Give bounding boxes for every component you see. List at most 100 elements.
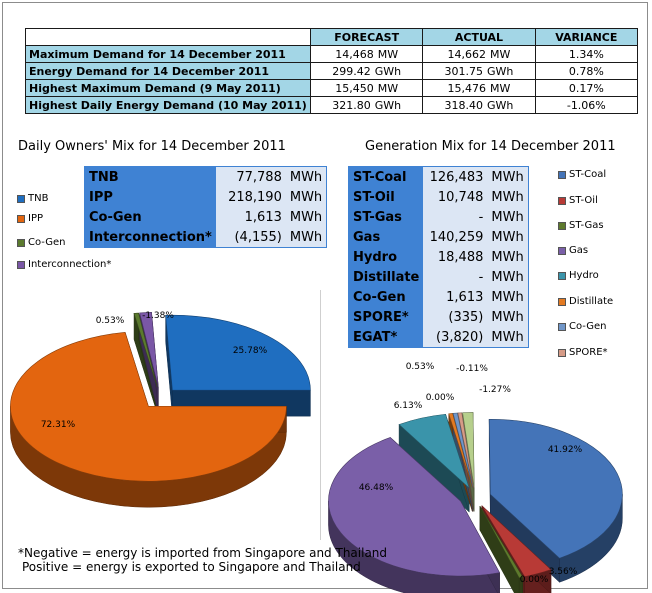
pie-slice-distillate — [448, 413, 473, 488]
generation-row: Distillate - MWh — [348, 267, 529, 287]
summary-row: Highest Daily Energy Demand (10 May 2011… — [25, 96, 639, 114]
summary-row-label: Maximum Demand for 14 December 2011 — [25, 45, 311, 63]
generation-row-value: 126,483 — [423, 166, 488, 187]
owners-row-value: 77,788 — [215, 166, 286, 187]
legend-swatch — [558, 297, 566, 306]
legend-label: Co-Gen — [569, 321, 607, 332]
owners-row-unit: MWh — [285, 207, 327, 227]
demand-summary-table: FORECAST ACTUAL VARIANCE Maximum Demand … — [25, 28, 639, 114]
owners-row-unit: MWh — [285, 166, 327, 187]
legend-label: Hydro — [569, 270, 599, 281]
owners-row-unit: MWh — [285, 187, 327, 207]
generation-row: EGAT* (3,820) MWh — [348, 327, 529, 348]
summary-variance-cell: 1.34% — [534, 45, 639, 63]
generation-row: Hydro 18,488 MWh — [348, 247, 529, 267]
summary-actual-cell: 15,476 MW — [422, 79, 536, 97]
summary-corner-cell — [25, 28, 311, 46]
owners-row-value: (4,155) — [215, 227, 286, 248]
actual-unit: GWh — [487, 64, 514, 78]
legend-label: IPP — [28, 213, 44, 224]
generation-row-value: 18,488 — [423, 247, 488, 267]
generation-row: ST-Coal 126,483 MWh — [348, 166, 529, 187]
summary-header-variance: VARIANCE — [534, 28, 639, 46]
pie-data-label: 46.48% — [359, 483, 394, 493]
owners-row-label: Co-Gen — [84, 207, 216, 227]
legend-label: ST-Oil — [569, 195, 598, 206]
legend-item-gas: Gas — [558, 245, 588, 256]
legend-label: ST-Gas — [569, 220, 604, 231]
summary-variance-cell: 0.78% — [534, 62, 639, 80]
legend-item-ipp: IPP — [17, 213, 43, 224]
forecast-unit: MW — [377, 81, 399, 95]
generation-row: Co-Gen 1,613 MWh — [348, 287, 529, 307]
generation-row: ST-Oil 10,748 MWh — [348, 187, 529, 207]
summary-actual-cell: 318.40 GWh — [422, 96, 536, 114]
summary-forecast-cell: 299.42 GWh — [309, 62, 424, 80]
pie-data-label: 0.53% — [96, 316, 125, 326]
pie-slice-co-gen — [452, 412, 474, 488]
legend-swatch — [558, 348, 566, 357]
legend-item-tnb: TNB — [17, 193, 48, 204]
generation-row-value: 140,259 — [423, 227, 488, 247]
generation-row-label: SPORE* — [348, 307, 424, 327]
pie-data-label: -1.38% — [142, 311, 174, 321]
generation-row-label: ST-Coal — [348, 166, 424, 187]
generation-row-value: (3,820) — [423, 327, 488, 348]
generation-row-unit: MWh — [487, 287, 529, 307]
pie-chart-2: 41.92%3.56%0.00%46.48%6.13%0.00%0.53% -0.… — [328, 362, 623, 593]
generation-row-label: ST-Oil — [348, 187, 424, 207]
forecast-value: 14,468 — [335, 47, 374, 61]
pie-data-label: -1.27% — [479, 385, 511, 395]
summary-variance-cell: -1.06% — [534, 96, 639, 114]
legend-item-st-oil: ST-Oil — [558, 195, 598, 206]
generation-row-value: - — [423, 207, 488, 227]
legend-label: ST-Coal — [569, 169, 607, 180]
generation-row-unit: MWh — [487, 207, 529, 227]
legend-item-st-gas: ST-Gas — [558, 220, 604, 231]
generation-row-label: Hydro — [348, 247, 424, 267]
generation-row-label: Gas — [348, 227, 424, 247]
pie-slice-ipp — [10, 332, 287, 482]
legend-item-co-gen: Co-Gen — [558, 321, 607, 332]
legend-label: TNB — [28, 193, 49, 204]
generation-row: Gas 140,259 MWh — [348, 227, 529, 247]
legend-item-st-coal: ST-Coal — [558, 169, 606, 180]
generation-row-label: Co-Gen — [348, 287, 424, 307]
summary-forecast-cell: 15,450 MW — [309, 79, 424, 97]
generation-row-value: 10,748 — [423, 187, 488, 207]
summary-row: Energy Demand for 14 December 2011 299.4… — [25, 62, 639, 80]
summary-forecast-cell: 14,468 MW — [309, 45, 424, 63]
pie-data-label: 3.56% — [549, 567, 578, 577]
pie-data-label: 0.53% — [406, 362, 435, 372]
pie-slice-st-oil — [481, 505, 552, 577]
owners-row: IPP 218,190 MWh — [84, 187, 327, 207]
pie-slice-spore- — [457, 412, 474, 488]
pie-slice-st-coal — [488, 419, 623, 559]
generation-row-unit: MWh — [487, 307, 529, 327]
owners-row-label: TNB — [84, 166, 216, 187]
pie-slice-interconnection- — [139, 312, 159, 388]
forecast-unit: GWh — [374, 98, 402, 112]
pie-data-label: 25.78% — [233, 346, 268, 356]
summary-header-actual: ACTUAL — [422, 28, 536, 46]
legend-label: Co-Gen — [28, 237, 66, 248]
generation-row: ST-Gas - MWh — [348, 207, 529, 227]
actual-value: 301.75 — [444, 64, 484, 78]
generation-row-label: EGAT* — [348, 327, 424, 348]
forecast-value: 15,450 — [335, 81, 374, 95]
generation-row-value: - — [423, 267, 488, 287]
summary-actual-cell: 14,662 MW — [422, 45, 536, 63]
generation-row-unit: MWh — [487, 187, 529, 207]
pie-data-label: 41.92% — [548, 445, 583, 455]
legend-swatch — [17, 214, 25, 223]
owners-row-unit: MWh — [285, 227, 327, 248]
legend-swatch — [558, 196, 566, 205]
legend-label: SPORE* — [569, 347, 608, 358]
legend-label: Distillate — [569, 296, 614, 307]
actual-value: 318.40 — [444, 98, 484, 112]
pie-slice-co-gen — [133, 312, 158, 388]
owners-row-label: IPP — [84, 187, 216, 207]
generation-mix-table: ST-Coal 126,483 MWh ST-Oil 10,748 MWh ST-Gas… — [348, 166, 529, 348]
legend-swatch — [17, 238, 25, 247]
